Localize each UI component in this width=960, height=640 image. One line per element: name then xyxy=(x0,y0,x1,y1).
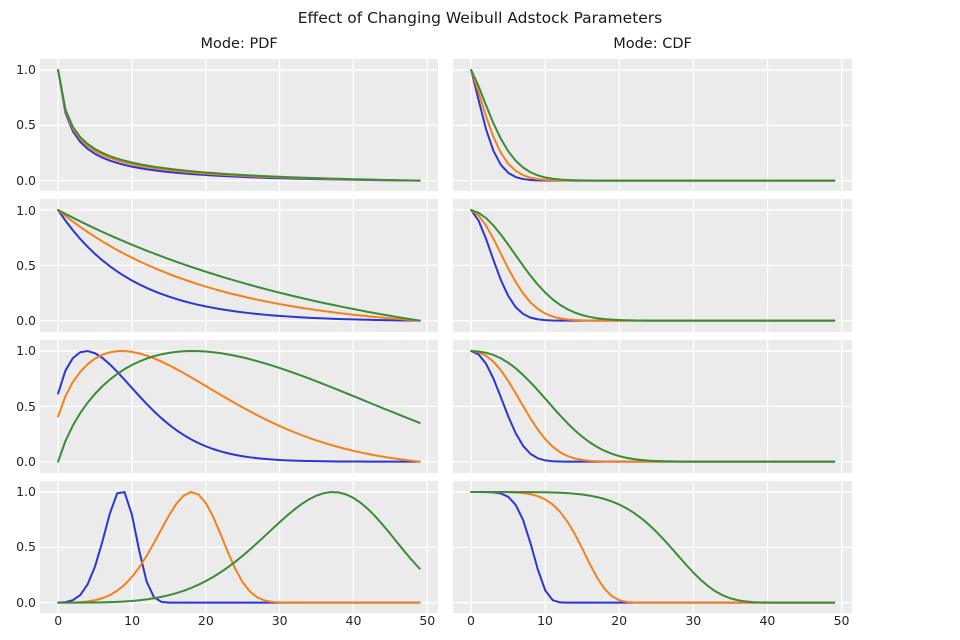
y-tick-label: 0.5 xyxy=(16,117,36,133)
panel-row1-pdf xyxy=(40,58,438,192)
curve-scale-20 xyxy=(57,209,421,322)
panel-row2-pdf xyxy=(40,199,438,332)
curve-scale-40 xyxy=(57,490,421,604)
curve-scale-40 xyxy=(57,68,421,182)
curve-scale-40 xyxy=(469,209,836,322)
x-tick-label: 10 xyxy=(537,613,554,628)
curve-scale-40 xyxy=(469,349,836,463)
figure-suptitle: Effect of Changing Weibull Adstock Param… xyxy=(297,9,663,27)
x-tick-label: 0 xyxy=(54,613,63,628)
panel-row4-pdf xyxy=(40,480,438,614)
y-tick-label: 0.5 xyxy=(16,258,36,274)
x-tick-label: 10 xyxy=(124,613,141,628)
curve-scale-40 xyxy=(57,209,421,322)
x-tick-label: 0 xyxy=(466,613,475,628)
x-tick-label: 50 xyxy=(833,613,850,628)
y-tick-label: 0.0 xyxy=(16,454,36,470)
y-tick-label: 0.0 xyxy=(16,313,36,329)
column-title-pdf: Mode: PDF xyxy=(200,36,278,52)
y-tick-label: 0.0 xyxy=(16,594,36,610)
x-tick-label: 20 xyxy=(197,613,214,628)
curve-scale-40 xyxy=(469,490,836,604)
x-tick-label: 50 xyxy=(419,613,436,628)
x-tick-label: 40 xyxy=(345,613,362,628)
x-tick-label: 30 xyxy=(271,613,288,628)
y-tick-label: 1.0 xyxy=(16,484,36,500)
y-tick-label: 0.5 xyxy=(16,539,36,555)
panel-row3-pdf xyxy=(40,339,438,473)
panel-row3-cdf xyxy=(452,339,853,473)
curve-scale-20 xyxy=(57,490,421,604)
panel-row2-cdf xyxy=(452,199,853,332)
x-tick-label: 40 xyxy=(759,613,776,628)
curve-scale-10 xyxy=(57,209,421,322)
curve-scale-40 xyxy=(57,349,421,463)
y-tick-label: 1.0 xyxy=(16,343,36,359)
column-title-cdf: Mode: CDF xyxy=(613,36,692,52)
curve-scale-20 xyxy=(57,349,421,463)
y-tick-label: 1.0 xyxy=(16,202,36,218)
x-tick-label: 20 xyxy=(611,613,628,628)
y-tick-label: 0.5 xyxy=(16,398,36,414)
panel-row1-cdf xyxy=(452,58,853,192)
y-tick-label: 0.0 xyxy=(16,172,36,188)
x-tick-label: 30 xyxy=(685,613,702,628)
curve-scale-40 xyxy=(469,68,836,182)
panel-row4-cdf xyxy=(452,480,853,614)
y-tick-label: 1.0 xyxy=(16,62,36,78)
